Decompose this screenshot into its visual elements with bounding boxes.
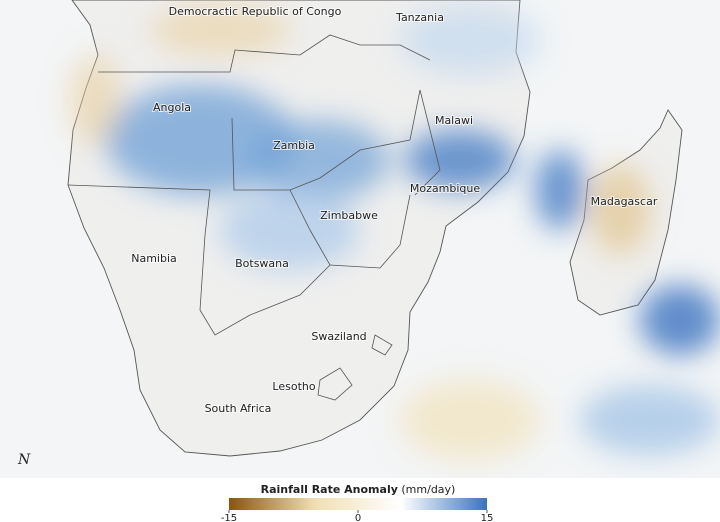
dry-anomaly — [400, 380, 540, 460]
legend-unit: (mm/day) — [401, 483, 455, 496]
place-label: Zambia — [273, 139, 315, 152]
place-label: Zimbabwe — [320, 209, 378, 222]
wet-anomaly — [105, 85, 295, 195]
wet-anomaly — [220, 190, 360, 270]
wet-anomaly — [400, 5, 540, 75]
dry-anomaly — [590, 165, 650, 255]
dry-anomaly — [150, 5, 290, 55]
place-label: Lesotho — [272, 380, 315, 393]
place-label: South Africa — [205, 402, 272, 415]
border — [317, 367, 353, 401]
tick-label: -15 — [221, 513, 237, 522]
place-label: Madagascar — [591, 195, 658, 208]
border — [371, 334, 393, 356]
wet-anomaly — [250, 120, 390, 200]
place-label: Swaziland — [311, 330, 366, 343]
legend-title: Rainfall Rate Anomaly (mm/day) — [261, 483, 456, 496]
anomaly — [70, 5, 720, 460]
wet-anomaly — [535, 150, 585, 230]
color-bar — [229, 498, 487, 510]
legend: Rainfall Rate Anomaly (mm/day) -15 0 15 — [221, 483, 494, 522]
wet-anomaly — [640, 285, 720, 355]
place-label: Democractic Republic of Congo — [169, 5, 342, 18]
border — [289, 189, 331, 266]
place-label: Mozambique — [410, 182, 480, 195]
place-label: Botswana — [235, 257, 289, 270]
dry-anomaly — [70, 55, 120, 145]
legend-title-text: Rainfall Rate Anomaly — [261, 483, 398, 496]
place-label: Malawi — [435, 114, 473, 127]
place-label: Namibia — [131, 252, 177, 265]
tick-label: 15 — [481, 513, 494, 522]
border — [98, 34, 431, 73]
place-label: Tanzania — [395, 11, 444, 24]
tick-label: 0 — [355, 513, 361, 522]
north-arrow: N — [17, 452, 31, 468]
border — [231, 117, 411, 191]
place-label: Angola — [153, 101, 191, 114]
map: Democractic Republic of Congo Tanzania Ang… — [0, 0, 720, 478]
borders — [67, 34, 441, 401]
labels: Democractic Republic of Congo Tanzania Ang… — [130, 4, 659, 416]
border — [67, 184, 411, 336]
wet-anomaly — [580, 385, 720, 455]
wet-anomaly — [405, 130, 515, 190]
border — [409, 89, 441, 196]
